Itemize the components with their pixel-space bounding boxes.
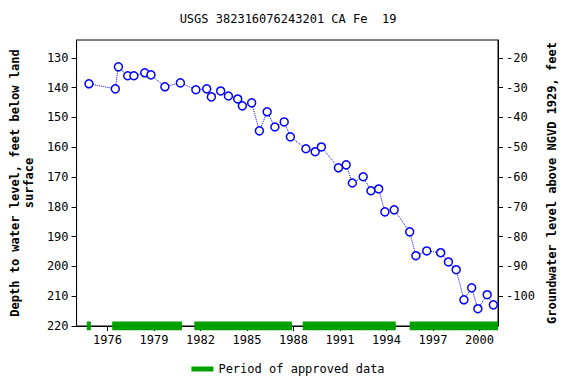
svg-text:210: 210: [47, 289, 69, 303]
svg-text:140: 140: [47, 81, 69, 95]
svg-text:-50: -50: [506, 140, 528, 154]
svg-text:1988: 1988: [279, 333, 308, 347]
svg-text:Depth to water level, feet bel: Depth to water level, feet below land: [8, 49, 22, 316]
svg-text:1994: 1994: [372, 333, 401, 347]
svg-text:-40: -40: [506, 110, 528, 124]
svg-text:1982: 1982: [186, 333, 215, 347]
svg-text:-100: -100: [506, 289, 535, 303]
svg-text:-30: -30: [506, 81, 528, 95]
svg-text:160: 160: [47, 140, 69, 154]
svg-text:180: 180: [47, 200, 69, 214]
svg-text:1979: 1979: [140, 333, 169, 347]
svg-text:surface: surface: [22, 158, 36, 209]
svg-text:Groundwater level above NGVD 1: Groundwater level above NGVD 1929, feet: [545, 42, 559, 324]
svg-text:1976: 1976: [93, 333, 122, 347]
svg-text:-60: -60: [506, 170, 528, 184]
svg-text:-90: -90: [506, 259, 528, 273]
svg-text:170: 170: [47, 170, 69, 184]
svg-text:200: 200: [47, 259, 69, 273]
svg-text:1997: 1997: [418, 333, 447, 347]
svg-text:Period of approved data: Period of approved data: [218, 362, 384, 376]
svg-text:2000: 2000: [465, 333, 494, 347]
svg-text:190: 190: [47, 230, 69, 244]
svg-text:220: 220: [47, 319, 69, 333]
svg-text:-20: -20: [506, 51, 528, 65]
svg-text:130: 130: [47, 51, 69, 65]
svg-text:-80: -80: [506, 230, 528, 244]
svg-text:1985: 1985: [233, 333, 262, 347]
svg-text:USGS 382316076243201 CA Fe 19: USGS 382316076243201 CA Fe 19: [180, 12, 397, 26]
svg-text:1991: 1991: [326, 333, 355, 347]
svg-text:-70: -70: [506, 200, 528, 214]
svg-text:150: 150: [47, 110, 69, 124]
